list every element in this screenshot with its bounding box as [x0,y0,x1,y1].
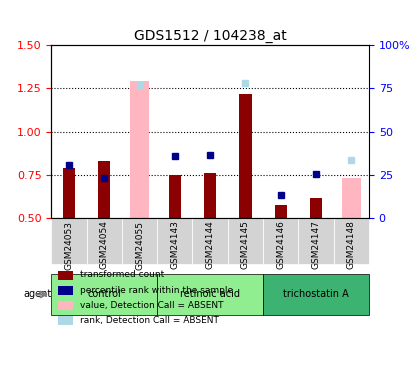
FancyBboxPatch shape [157,218,192,264]
Text: GSM24143: GSM24143 [170,220,179,269]
Text: GSM24145: GSM24145 [240,220,249,269]
FancyBboxPatch shape [86,218,121,264]
Bar [239,93,251,218]
Text: transformed count: transformed count [80,270,164,279]
FancyBboxPatch shape [333,218,368,264]
Text: GSM24146: GSM24146 [276,220,285,269]
Title: GDS1512 / 104238_at: GDS1512 / 104238_at [133,28,286,43]
Text: agent: agent [23,290,51,300]
FancyBboxPatch shape [192,218,227,264]
Bar [341,178,360,218]
Bar [168,175,180,218]
FancyBboxPatch shape [121,218,157,264]
Text: control: control [87,290,121,300]
FancyBboxPatch shape [263,218,298,264]
Bar [98,161,110,218]
Bar [274,205,286,218]
Bar [203,173,216,218]
Bar [57,301,73,310]
Text: retinoic acid: retinoic acid [180,290,240,300]
Bar [309,198,321,218]
Text: percentile rank within the sample: percentile rank within the sample [80,286,232,295]
Text: GSM24144: GSM24144 [205,220,214,269]
Bar [130,81,148,218]
Bar [57,271,73,280]
FancyBboxPatch shape [157,274,263,315]
Bar [63,168,75,218]
Text: GSM24054: GSM24054 [99,220,108,269]
Text: GSM24147: GSM24147 [311,220,320,269]
FancyBboxPatch shape [263,274,368,315]
Text: value, Detection Call = ABSENT: value, Detection Call = ABSENT [80,301,223,310]
Text: GSM24148: GSM24148 [346,220,355,269]
Text: trichostatin A: trichostatin A [283,290,348,300]
FancyBboxPatch shape [298,218,333,264]
Text: rank, Detection Call = ABSENT: rank, Detection Call = ABSENT [80,316,218,325]
Text: GSM24053: GSM24053 [64,220,73,270]
FancyBboxPatch shape [51,218,86,264]
Bar [57,286,73,295]
Text: GSM24055: GSM24055 [135,220,144,270]
FancyBboxPatch shape [51,274,157,315]
Bar [57,316,73,326]
FancyBboxPatch shape [227,218,263,264]
